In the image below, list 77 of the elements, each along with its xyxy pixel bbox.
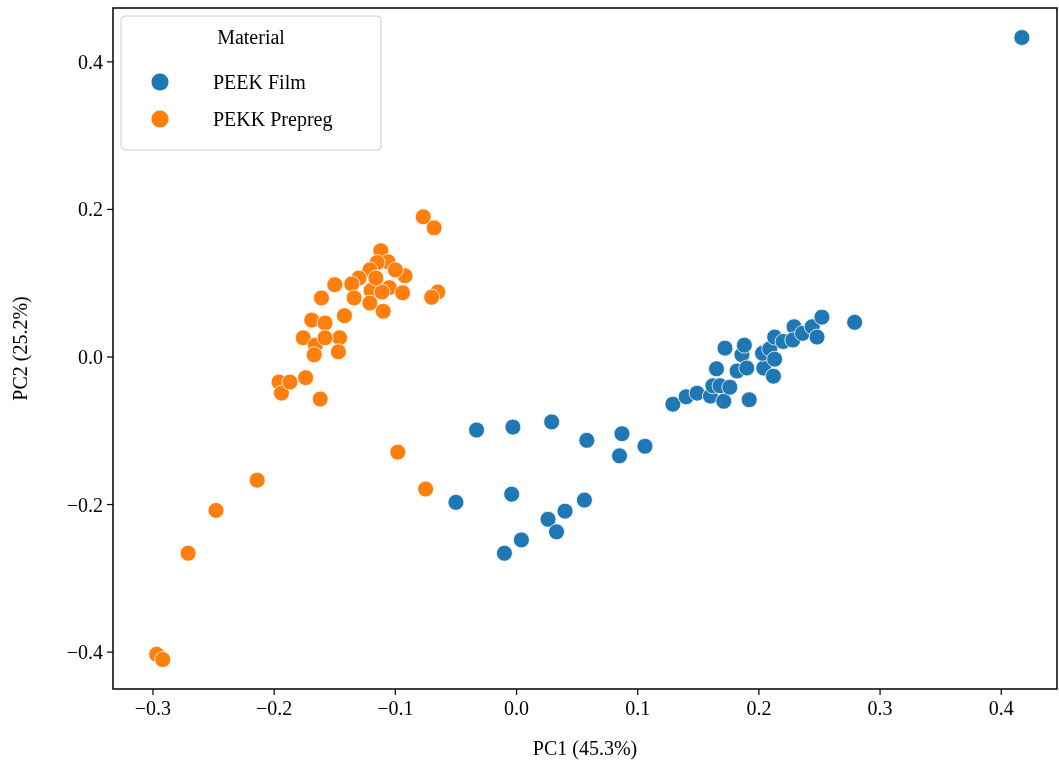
point	[417, 480, 435, 498]
point	[294, 329, 312, 347]
point	[394, 284, 412, 302]
point	[664, 395, 682, 413]
point	[361, 294, 379, 312]
point	[539, 510, 557, 528]
point	[688, 384, 706, 402]
y-tick-label: −0.4	[66, 641, 103, 664]
x-axis-title: PC1 (45.3%)	[532, 737, 638, 760]
point	[548, 523, 565, 541]
point	[447, 493, 465, 511]
point	[386, 261, 404, 279]
point	[330, 343, 347, 361]
point	[367, 269, 385, 287]
y-axis-title: PC2 (25.2%)	[9, 296, 32, 401]
point	[1013, 29, 1031, 46]
point	[326, 276, 344, 294]
x-tick-label: 0.1	[625, 697, 651, 719]
point	[543, 413, 561, 431]
point	[468, 421, 485, 439]
x-tick-label: 0.3	[867, 697, 893, 719]
point	[556, 502, 574, 520]
point	[373, 283, 391, 301]
y-tick-label: 0.0	[78, 345, 103, 368]
point	[496, 544, 513, 562]
point	[808, 328, 826, 346]
point	[425, 219, 443, 237]
point	[179, 544, 197, 562]
point	[503, 485, 521, 503]
point	[716, 339, 734, 357]
point	[313, 289, 330, 307]
x-tick-label: 0.0	[504, 697, 530, 719]
point	[316, 314, 334, 332]
point	[273, 384, 290, 402]
x-tick-label: 0.2	[746, 697, 772, 719]
point	[423, 288, 441, 306]
point	[611, 447, 628, 465]
point	[512, 531, 530, 549]
point	[766, 350, 784, 368]
point	[613, 425, 631, 443]
point	[504, 418, 522, 436]
x-tick-label: −0.3	[134, 697, 172, 719]
point	[389, 443, 407, 461]
point	[414, 208, 432, 226]
legend-label: PEEK Film	[213, 71, 307, 93]
point	[715, 392, 733, 410]
point	[336, 307, 353, 325]
point	[316, 329, 334, 347]
point	[738, 359, 756, 377]
point	[765, 367, 782, 385]
legend-label: PEKK Prepreg	[213, 108, 333, 131]
point	[154, 651, 172, 668]
legend-title: Material	[217, 26, 286, 48]
x-tick-label: −0.2	[256, 697, 293, 719]
point	[813, 308, 831, 326]
x-tick-label: 0.4	[988, 697, 1014, 719]
y-tick-label: −0.2	[66, 493, 103, 516]
point	[740, 391, 758, 409]
point	[636, 437, 654, 455]
point	[311, 390, 329, 408]
y-tick-label: 0.2	[78, 198, 103, 221]
point	[374, 302, 392, 320]
point	[345, 289, 363, 307]
point	[578, 431, 596, 449]
x-tick-label: −0.1	[377, 697, 414, 719]
point	[846, 313, 864, 331]
point	[305, 346, 323, 364]
point	[248, 471, 266, 489]
point	[721, 378, 739, 396]
point	[207, 502, 225, 519]
point	[343, 275, 361, 293]
point	[708, 360, 725, 378]
y-tick-label: 0.4	[78, 50, 103, 73]
point	[281, 373, 299, 391]
point	[735, 336, 753, 354]
point	[575, 491, 593, 509]
point	[297, 369, 315, 387]
